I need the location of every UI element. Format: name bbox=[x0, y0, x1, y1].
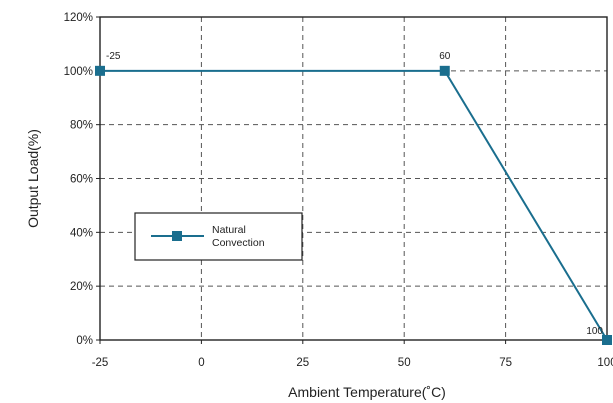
y-tick-label: 100% bbox=[64, 66, 93, 78]
x-tick-label: -25 bbox=[92, 357, 109, 369]
x-tick-label: 75 bbox=[499, 357, 512, 369]
x-tick-label: 50 bbox=[398, 357, 411, 369]
x-axis-title: Ambient Temperature(˚C) bbox=[288, 384, 446, 400]
series-marker bbox=[602, 335, 612, 345]
series-layer: -25 60 100 bbox=[95, 51, 612, 345]
y-tick-label: 60% bbox=[70, 174, 93, 186]
series-line bbox=[100, 69, 608, 341]
grid-lines bbox=[100, 17, 607, 340]
point-label: 100 bbox=[586, 326, 603, 337]
axes: 0% 20% 40% 60% 80% 100% 120% -25 0 25 50 75 100 Ambie… bbox=[25, 12, 613, 400]
y-tick-label: 0% bbox=[76, 335, 93, 347]
series-marker bbox=[439, 65, 450, 76]
point-label: -25 bbox=[106, 51, 121, 62]
legend-label: Natural bbox=[212, 224, 246, 236]
x-tick-label: 0 bbox=[198, 357, 204, 369]
y-tick-label: 40% bbox=[70, 227, 93, 239]
x-tick-label: 25 bbox=[296, 357, 309, 369]
legend-label: Convection bbox=[212, 237, 265, 249]
legend-marker bbox=[172, 231, 182, 241]
y-tick-label: 20% bbox=[70, 281, 93, 293]
y-tick-label: 80% bbox=[70, 120, 93, 132]
point-label: 60 bbox=[439, 51, 451, 62]
y-tick-label: 120% bbox=[64, 12, 93, 24]
x-tick-label: 100 bbox=[597, 357, 613, 369]
series-marker bbox=[95, 65, 105, 76]
y-axis-title: Output Load(%) bbox=[25, 129, 41, 228]
